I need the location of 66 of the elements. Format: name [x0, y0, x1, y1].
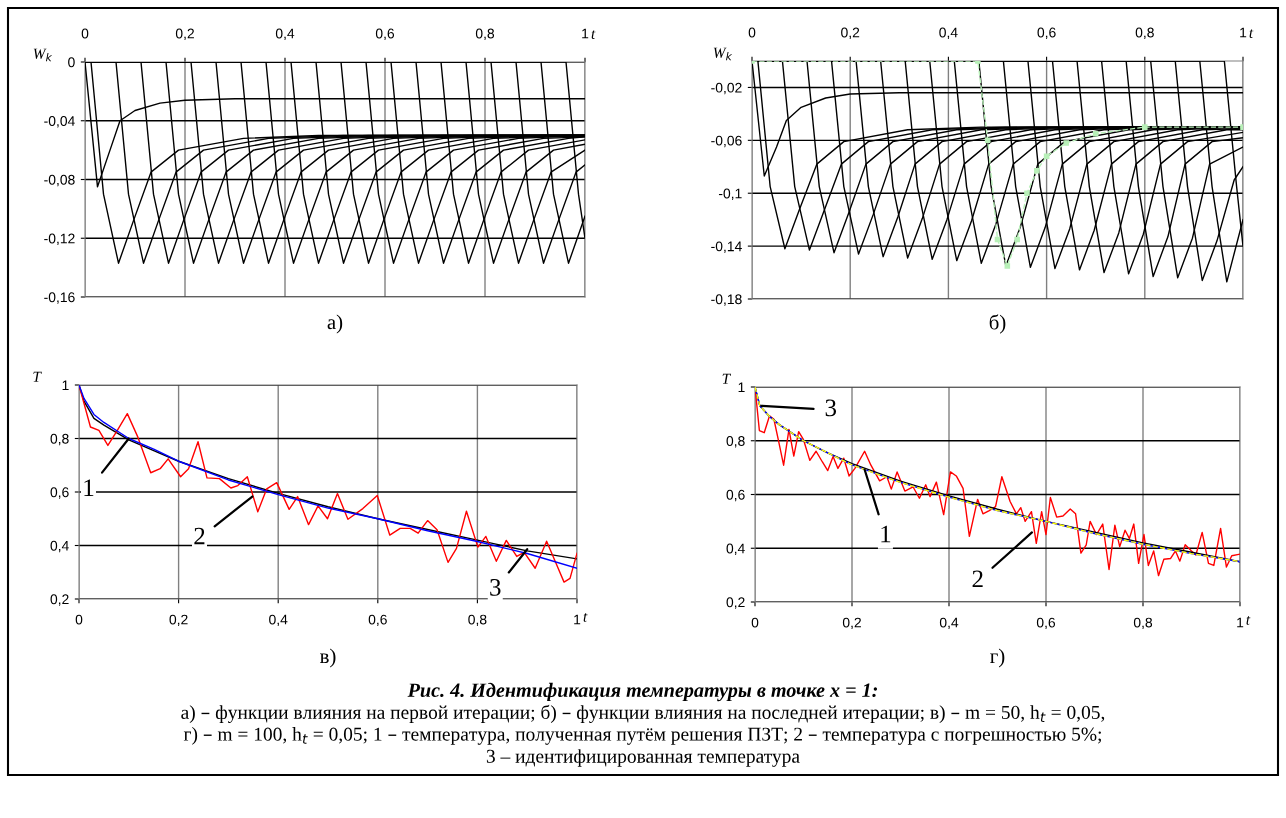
y-tick-label: 0,4: [726, 543, 745, 556]
annotation: 1: [881, 525, 891, 543]
text: Рис. 4. Идентификация температуры в точке x = 1:: [407, 682, 877, 702]
y-tick-label: 0,8: [726, 436, 745, 448]
x-tick-label: 0,2: [169, 614, 188, 627]
y-axis-title: T: [33, 371, 42, 382]
x-tick-label: 0,4: [939, 617, 959, 630]
y-axis-title: W$_{k}$: [33, 48, 53, 62]
y-tick-label: 0,2: [726, 597, 745, 609]
y-tick-label: -0,12: [44, 233, 75, 246]
x-tick-label: 0,6: [375, 28, 395, 41]
x-tick-label: 1: [1240, 27, 1247, 38]
x-tick-label: 0,8: [475, 28, 495, 41]
y-axis-title: T: [722, 373, 732, 384]
x-axis-title: t: [591, 30, 596, 39]
x-tick-label: 0: [751, 617, 759, 628]
x-axis-title: t: [583, 613, 588, 622]
x-axis-title: t: [1246, 616, 1251, 625]
text: а): [327, 314, 343, 334]
y-tick-label: -0,04: [44, 116, 75, 128]
y-tick-label: 0,6: [50, 487, 69, 499]
x-tick-label: 0,8: [468, 614, 487, 627]
x-tick-label: 0,2: [841, 27, 860, 40]
x-tick-label: 0,6: [368, 614, 387, 627]
text: в): [319, 648, 336, 668]
y-tick-label: -0,08: [44, 174, 75, 187]
annotation: 3: [490, 578, 501, 596]
x-tick-label: 0,2: [842, 617, 861, 630]
text: г) – m = 100, h$_{t}$ = 0,05; 1 – температура, полученная путём решения ПЗТ; 2 – температура с погрешностью 5%;: [183, 727, 1101, 745]
y-tick-label: 0,8: [50, 433, 69, 446]
y-tick-label: -0,1: [718, 188, 742, 201]
y-tick-label: 0,6: [726, 489, 745, 502]
annotation: 2: [972, 570, 983, 588]
x-tick-label: 0,2: [175, 28, 194, 41]
x-tick-label: 0,6: [1037, 27, 1056, 40]
x-tick-label: 0,4: [269, 614, 288, 627]
x-tick-label: 0,8: [1135, 27, 1154, 40]
y-tick-label: -0,06: [711, 135, 742, 148]
annotation: 2: [194, 527, 205, 545]
x-tick-label: 0,4: [275, 28, 295, 41]
y-tick-label: -0,16: [44, 292, 75, 304]
text: г): [990, 648, 1005, 668]
x-tick-label: 1: [1237, 617, 1244, 628]
y-tick-label: -0,14: [711, 241, 742, 253]
x-axis-title: t: [1249, 29, 1254, 38]
x-tick-label: 0: [81, 28, 89, 39]
y-tick-label: 0: [68, 57, 75, 68]
x-tick-label: 0: [748, 27, 756, 38]
annotation: 1: [84, 479, 94, 496]
annotation: 3: [825, 399, 837, 417]
x-tick-label: 0,6: [1036, 617, 1056, 630]
y-tick-label: 0,2: [50, 594, 69, 606]
y-tick-label: 0,4: [50, 540, 69, 553]
y-tick-label: 1: [62, 380, 69, 391]
text: а) – функции влияния на первой итерации; б) – функции влияния на последней итерации; в) – m = 50, h$_{t}$ = 0,05,: [181, 704, 1105, 723]
text: 3 – идентифицированная температура: [486, 749, 800, 767]
x-tick-label: 1: [574, 614, 581, 625]
y-tick-label: -0,02: [711, 82, 742, 95]
x-tick-label: 0,8: [1133, 617, 1153, 630]
y-tick-label: 1: [738, 382, 745, 393]
x-tick-label: 1: [582, 28, 589, 39]
y-axis-title: W$_{k}$: [713, 47, 733, 61]
text: б): [989, 314, 1006, 334]
x-tick-label: 0: [75, 614, 83, 625]
y-tick-label: -0,18: [711, 294, 742, 306]
x-tick-label: 0,4: [939, 27, 958, 40]
